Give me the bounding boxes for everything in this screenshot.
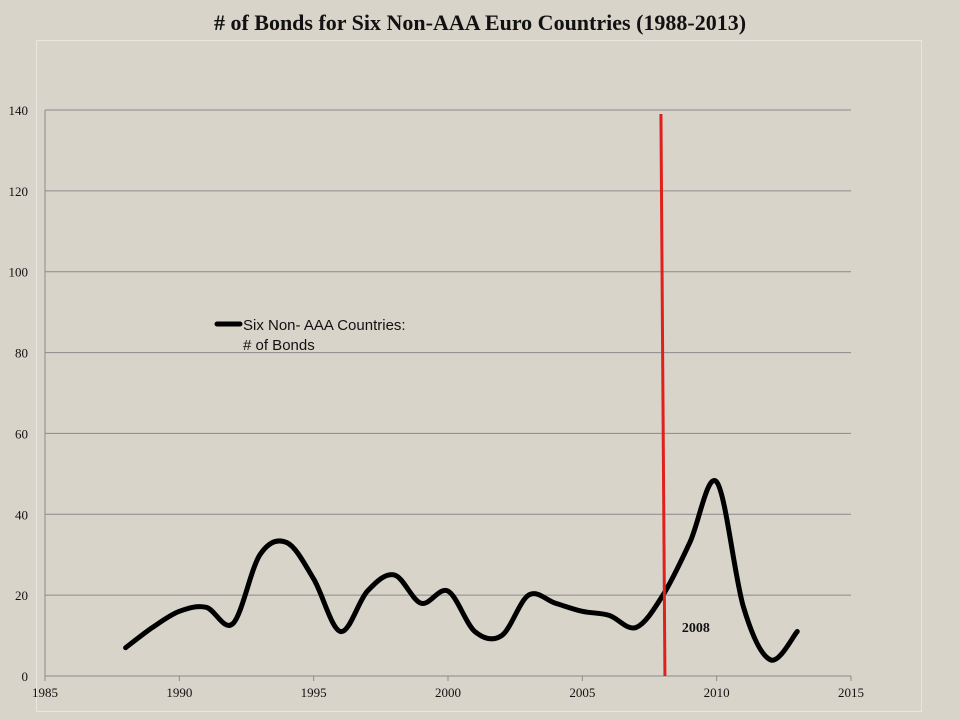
y-tick-label: 0 xyxy=(22,669,29,684)
reference-line-label: 2008 xyxy=(682,621,710,636)
reference-line-group: 2008 xyxy=(659,113,710,677)
x-tick-label: 2005 xyxy=(569,685,595,700)
legend-label: # of Bonds xyxy=(243,337,315,354)
x-tick-label: 2010 xyxy=(704,685,730,700)
y-tick-label: 140 xyxy=(9,103,29,118)
legend: Six Non- AAA Countries: # of Bonds xyxy=(214,317,406,354)
x-tick-label: 1985 xyxy=(32,685,58,700)
reference-line xyxy=(659,113,667,677)
legend-label: Six Non- AAA Countries: xyxy=(243,317,406,334)
x-tick-label: 1995 xyxy=(301,685,327,700)
y-tick-labels: 0 20 40 60 80 100 120 140 xyxy=(9,103,29,684)
y-tick-label: 40 xyxy=(15,507,28,522)
gridlines xyxy=(45,109,851,596)
x-tick-label: 1990 xyxy=(166,685,192,700)
x-tick-labels: 1985 1990 1995 2000 2005 2010 2015 xyxy=(32,685,864,700)
series-line xyxy=(123,478,800,663)
chart-title: # of Bonds for Six Non-AAA Euro Countrie… xyxy=(213,10,747,35)
chart-frame xyxy=(36,40,922,712)
series-lines xyxy=(123,478,800,663)
y-tick-label: 80 xyxy=(15,346,28,361)
y-tick-label: 60 xyxy=(15,426,28,441)
axes xyxy=(44,110,852,681)
y-tick-label: 120 xyxy=(9,184,29,199)
y-tick-label: 20 xyxy=(15,588,28,603)
y-tick-label: 100 xyxy=(9,265,29,280)
x-tick-label: 2015 xyxy=(838,685,864,700)
x-tick-label: 2000 xyxy=(435,685,461,700)
